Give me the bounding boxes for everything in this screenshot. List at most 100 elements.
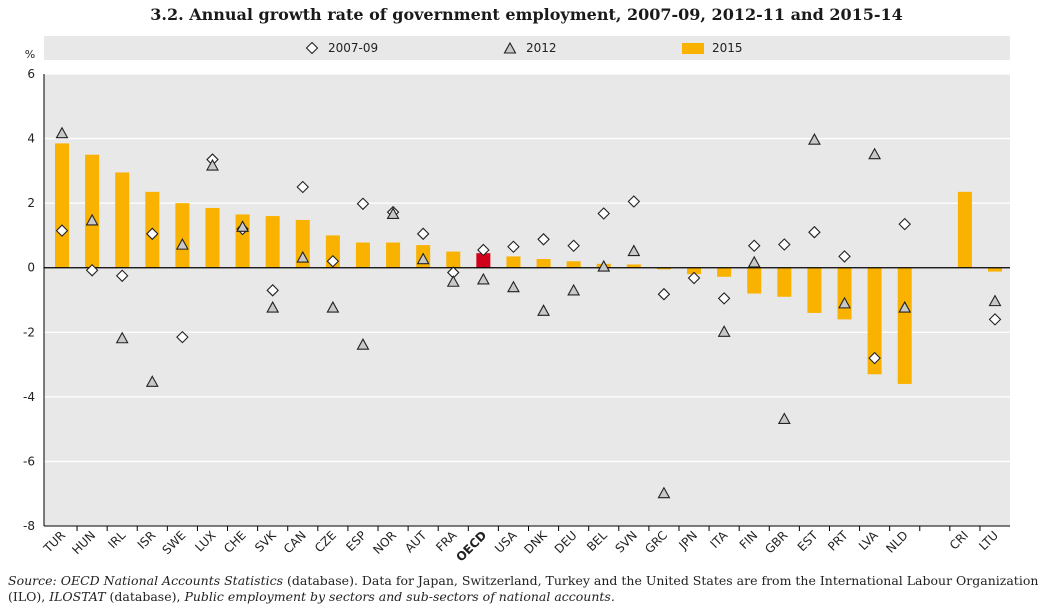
x-tick-label: SWE [159, 528, 188, 557]
x-tick-label: GRC [642, 528, 670, 556]
marker-diamond [868, 351, 881, 365]
x-tick-label: CZE [312, 528, 339, 555]
marker-triangle [175, 237, 189, 250]
gridlines [44, 73, 1010, 463]
x-tick-label: CRI [947, 528, 971, 552]
legend-label: 2015 [712, 41, 743, 55]
bar [506, 256, 521, 268]
bar [837, 267, 852, 320]
marker-triangle [326, 300, 340, 313]
y-tick-label: -8 [23, 519, 35, 533]
source-prefix: Source: [8, 573, 61, 588]
legend-band [44, 36, 1010, 60]
marker-triangle [507, 280, 520, 293]
source-db1: OECD National Accounts Statistics [60, 573, 284, 588]
marker-diamond [296, 180, 310, 194]
marker-triangle [266, 300, 280, 313]
marker-diamond [537, 233, 550, 246]
bar [355, 242, 370, 268]
legend-triangle [503, 41, 517, 54]
bar [957, 191, 972, 268]
bar [446, 251, 461, 268]
x-tick-label: AUT [402, 528, 430, 556]
bar [626, 264, 641, 268]
marker-diamond [507, 240, 520, 254]
bar [687, 267, 702, 275]
marker-triangle [627, 244, 641, 257]
marker-diamond [808, 225, 821, 239]
bar [988, 267, 1002, 272]
marker-diamond [567, 239, 580, 253]
bar [265, 216, 280, 268]
marker-triangle [657, 486, 671, 499]
y-axis-label: % [25, 48, 35, 61]
source-mid2: (database), [105, 589, 185, 604]
marker-diamond [778, 238, 791, 251]
marker-triangle [747, 255, 761, 268]
marker-triangle [85, 213, 99, 226]
legend-label: 2007-09 [328, 41, 378, 55]
source-db2: ILOSTAT [49, 589, 106, 604]
x-tick-label: ITA [708, 528, 731, 551]
legend-diamond [305, 41, 319, 55]
marker-triangle [868, 147, 882, 160]
y-tick-label: -6 [23, 454, 35, 468]
marker-triangle [838, 296, 851, 309]
marker-triangle [807, 133, 821, 145]
bar [476, 253, 491, 268]
x-tick-label: NOR [370, 528, 399, 557]
marker-diamond [416, 227, 430, 241]
bar [747, 267, 762, 294]
marker-triangle [206, 158, 219, 171]
marker-triangle [296, 250, 310, 263]
source-tail: Public employment by sectors and sub-sec… [184, 589, 615, 604]
bar [115, 172, 130, 268]
x-tick-label: LUX [192, 528, 218, 554]
x-tick-label: SVK [252, 527, 279, 554]
marker-triangle [777, 412, 791, 425]
x-tick-label: EST [795, 528, 821, 554]
x-tick-label: LTU [976, 528, 1001, 553]
marker-triangle [537, 304, 550, 316]
x-tick-label: CAN [281, 528, 309, 556]
x-tick-label: TUR [40, 528, 68, 556]
bar [897, 267, 912, 384]
marker-diamond [988, 313, 1002, 326]
bar [295, 219, 310, 268]
marker-triangle [386, 207, 400, 219]
bar [386, 242, 401, 268]
x-tick-label: PRT [825, 528, 851, 554]
marker-diamond [717, 292, 731, 305]
bar [777, 267, 792, 297]
y-tick-label: 2 [27, 196, 35, 210]
marker-diamond [597, 207, 611, 220]
bar [656, 267, 671, 270]
marker-diamond [898, 217, 911, 231]
bar [807, 267, 822, 313]
markers [55, 126, 1002, 499]
marker-diamond [657, 287, 671, 301]
x-tick-label: GBR [762, 528, 790, 556]
plot-background [44, 74, 1010, 526]
x-tick-label: HUN [69, 528, 98, 557]
marker-triangle [446, 275, 460, 287]
legend-label: 2012 [526, 41, 557, 55]
bar [55, 143, 69, 268]
x-tick-label: OECD [453, 528, 489, 564]
x-tick-label: DNK [521, 527, 550, 556]
marker-triangle [476, 272, 490, 285]
bar [175, 203, 190, 268]
marker-diamond [627, 195, 641, 208]
source-mid: (database). Data for Japan, Switzerland,… [8, 573, 1039, 604]
marker-triangle [898, 300, 912, 313]
x-tick-label: SVN [613, 528, 640, 555]
marker-diamond [266, 284, 279, 297]
bar [717, 267, 732, 277]
marker-triangle [988, 294, 1002, 307]
marker-diamond [356, 197, 370, 211]
chart-title: 3.2. Annual growth rate of government em… [150, 5, 903, 24]
marker-triangle [55, 126, 69, 139]
marker-triangle [567, 283, 581, 296]
marker-triangle [416, 252, 430, 265]
marker-diamond [838, 250, 851, 263]
